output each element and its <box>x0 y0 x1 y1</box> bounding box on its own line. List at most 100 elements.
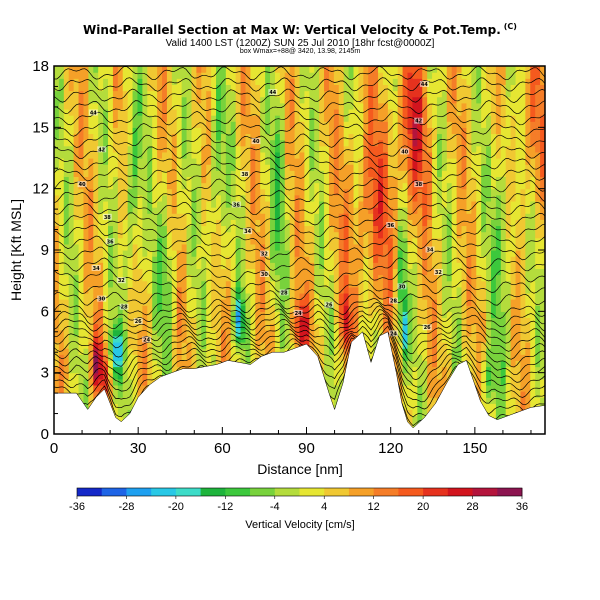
field-cell <box>260 231 266 239</box>
field-cell <box>407 299 414 306</box>
field-cell <box>397 250 404 257</box>
field-cell <box>152 329 158 337</box>
field-cell <box>402 194 409 202</box>
field-cell <box>382 292 389 300</box>
field-cell <box>407 243 414 251</box>
field-cell <box>78 164 85 171</box>
field-cell <box>216 84 222 92</box>
field-cell <box>417 225 423 233</box>
field-cell <box>279 182 286 190</box>
field-cell <box>186 90 193 98</box>
field-cell <box>417 403 423 411</box>
field-cell <box>436 378 443 386</box>
field-cell <box>314 188 320 196</box>
field-cell <box>220 90 227 98</box>
field-cell <box>451 66 458 73</box>
field-cell <box>132 225 139 233</box>
field-cell <box>348 127 355 135</box>
field-cell <box>417 96 423 104</box>
field-cell <box>186 115 193 122</box>
field-cell <box>432 164 438 171</box>
field-cell <box>166 158 173 165</box>
field-cell <box>157 127 163 135</box>
field-cell <box>343 219 350 227</box>
field-cell <box>83 323 89 331</box>
field-cell <box>270 78 276 85</box>
field-cell <box>171 335 178 343</box>
field-cell <box>220 200 227 208</box>
field-cell <box>387 90 394 98</box>
field-cell <box>294 299 301 306</box>
field-cell <box>436 200 443 208</box>
field-cell <box>451 170 458 177</box>
field-cell <box>83 207 89 214</box>
field-cell <box>250 72 256 79</box>
field-cell <box>245 200 251 208</box>
field-cell <box>127 329 134 337</box>
field-cell <box>63 219 70 227</box>
field-cell <box>373 225 379 233</box>
field-cell <box>373 194 379 202</box>
field-cell <box>171 262 178 269</box>
field-cell <box>54 115 60 122</box>
field-cell <box>353 250 360 257</box>
field-cell <box>137 102 143 110</box>
field-cell <box>142 78 148 85</box>
field-cell <box>230 115 237 122</box>
field-cell <box>348 164 355 171</box>
field-cell <box>157 323 163 331</box>
field-cell <box>98 158 104 165</box>
field-cell <box>373 219 379 227</box>
field-cell <box>117 391 124 398</box>
field-cell <box>319 274 325 282</box>
field-cell <box>250 194 256 202</box>
field-cell <box>157 213 163 220</box>
field-cell <box>88 133 94 141</box>
field-cell <box>98 354 104 361</box>
field-cell <box>171 194 178 202</box>
field-cell <box>412 354 418 361</box>
field-cell <box>250 102 256 110</box>
field-cell <box>201 145 207 153</box>
field-cell <box>338 66 345 73</box>
field-cell <box>260 96 266 104</box>
field-cell <box>166 84 173 92</box>
field-cell <box>343 84 350 92</box>
field-cell <box>422 262 428 269</box>
field-cell <box>240 145 247 153</box>
field-cell <box>319 348 325 355</box>
field-cell <box>446 219 453 227</box>
field-cell <box>324 84 330 92</box>
field-cell <box>132 256 139 263</box>
field-cell <box>73 207 80 214</box>
field-cell <box>250 213 256 220</box>
field-cell <box>240 151 247 159</box>
field-cell <box>240 292 247 300</box>
field-cell <box>196 139 202 147</box>
field-cell <box>54 256 60 263</box>
field-cell <box>171 292 178 300</box>
field-cell <box>157 151 163 159</box>
field-cell <box>103 133 109 141</box>
field-cell <box>240 311 247 319</box>
field-cell <box>245 182 251 190</box>
field-cell <box>446 311 453 319</box>
field-cell <box>186 96 193 104</box>
field-cell <box>78 354 85 361</box>
field-cell <box>54 354 60 361</box>
field-cell <box>93 176 99 184</box>
field-cell <box>103 250 109 257</box>
field-cell <box>112 194 119 202</box>
field-cell <box>353 231 360 239</box>
field-cell <box>245 286 251 294</box>
field-cell <box>432 207 438 214</box>
field-cell <box>132 182 139 190</box>
field-cell <box>422 194 428 202</box>
field-cell <box>392 84 399 92</box>
field-cell <box>127 158 134 165</box>
field-cell <box>441 90 448 98</box>
field-cell <box>166 329 173 337</box>
field-cell <box>201 139 207 147</box>
field-cell <box>108 329 114 337</box>
field-cell <box>304 127 310 135</box>
